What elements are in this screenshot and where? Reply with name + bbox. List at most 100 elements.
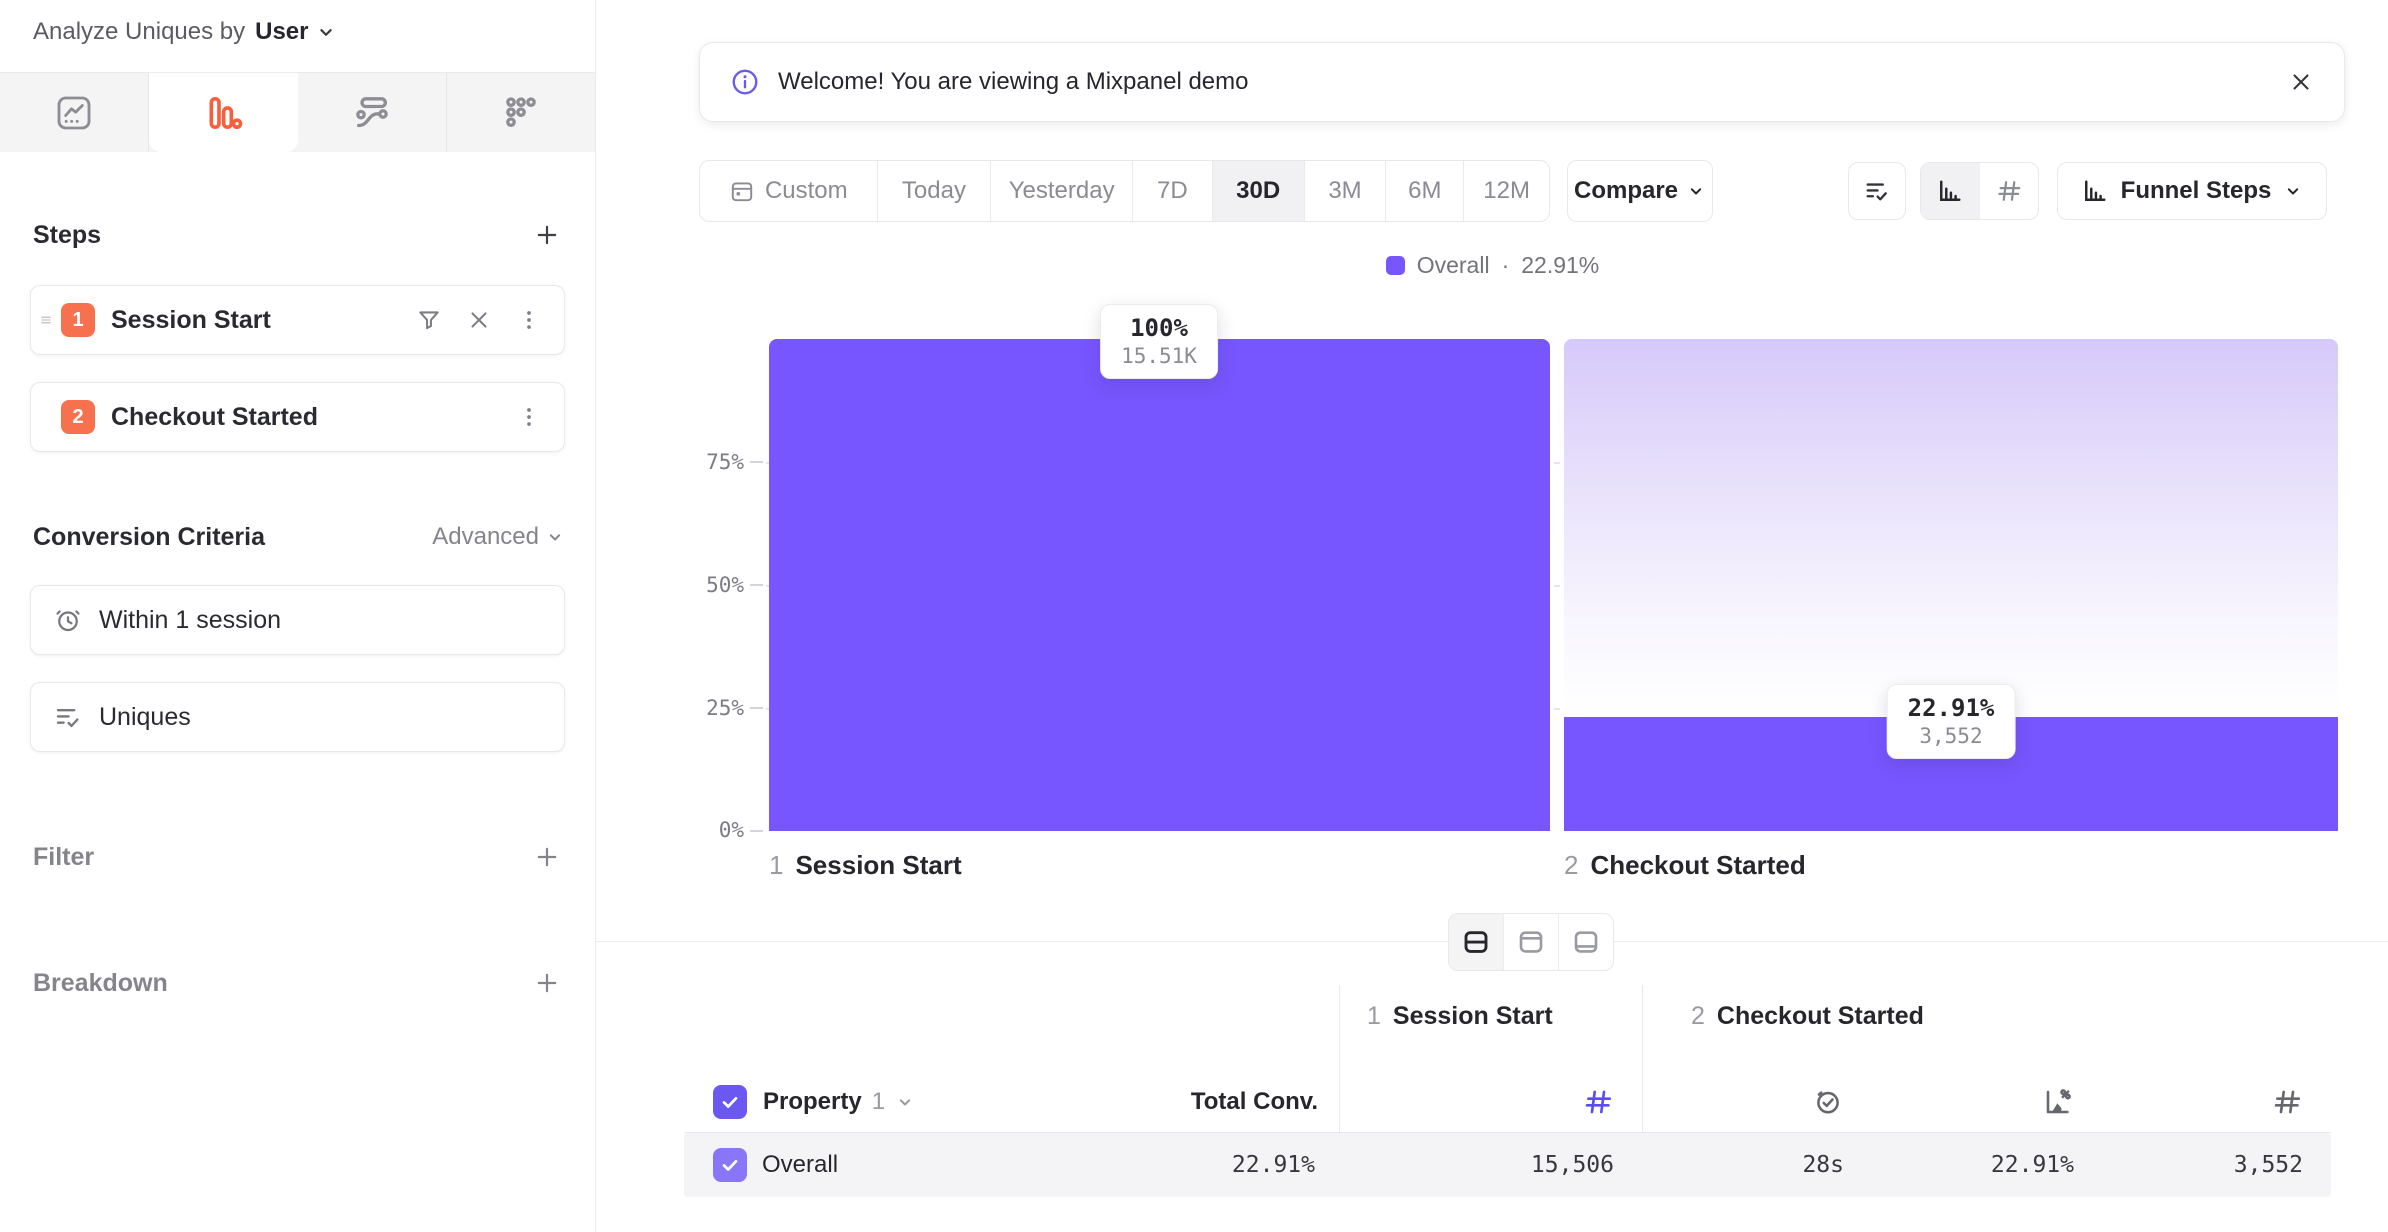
advanced-dropdown[interactable]: Advanced xyxy=(432,523,565,551)
counting-method-label: Uniques xyxy=(99,702,191,731)
range-yesterday[interactable]: Yesterday xyxy=(991,161,1133,221)
group-name: Session Start xyxy=(1392,1002,1553,1030)
y-axis-tick-mark xyxy=(750,707,763,709)
table-column-divider xyxy=(1339,985,1340,1197)
step-number-badge: 1 xyxy=(61,303,95,337)
conversion-rate-icon[interactable] xyxy=(2042,1086,2074,1118)
retention-icon xyxy=(501,93,541,133)
step-label: Checkout Started xyxy=(111,402,318,431)
funnel-steps-dropdown[interactable]: Funnel Steps xyxy=(2057,162,2327,220)
bar-checkout-started[interactable] xyxy=(1564,717,2338,831)
row-checkbox[interactable] xyxy=(713,1148,747,1182)
legend-swatch xyxy=(1385,256,1405,275)
property-index: 1 xyxy=(871,1088,886,1115)
bar-checkout-dropoff xyxy=(1564,339,2338,718)
range-label: Yesterday xyxy=(1008,177,1115,204)
conversion-criteria-title: Conversion Criteria xyxy=(33,522,266,551)
tooltip-session-start: 100% 15.51K xyxy=(1100,304,1218,379)
uniques-icon xyxy=(53,702,83,732)
conversion-window-card[interactable]: Within 1 session xyxy=(30,585,565,655)
toggle-numbers[interactable] xyxy=(1980,163,2039,219)
conversion-window-label: Within 1 session xyxy=(99,605,282,634)
cell-conv-rate: 22.91% xyxy=(1990,1152,2074,1178)
range-7d[interactable]: 7D xyxy=(1133,161,1213,221)
range-12m[interactable]: 12M xyxy=(1464,161,1549,221)
range-30d[interactable]: 30D xyxy=(1212,161,1305,221)
layout-top-icon xyxy=(1516,927,1546,957)
tab-insights[interactable] xyxy=(0,73,150,152)
table-group-session-start: 1 Session Start xyxy=(1367,1002,1553,1031)
step-card-1[interactable]: 1 Session Start xyxy=(30,285,565,355)
add-filter-button[interactable] xyxy=(529,839,565,875)
y-axis-tick-mark xyxy=(750,461,763,463)
step-menu-icon[interactable] xyxy=(516,404,542,430)
drag-handle-icon[interactable] xyxy=(38,312,54,328)
filter-step-icon[interactable] xyxy=(416,307,442,333)
range-label: 7D xyxy=(1157,177,1188,204)
chart-type-toggle xyxy=(1920,162,2039,220)
step-name: Checkout Started xyxy=(1590,850,1806,880)
layout-split-view[interactable] xyxy=(1449,914,1504,970)
range-6m[interactable]: 6M xyxy=(1386,161,1465,221)
filter-header: Filter xyxy=(33,832,565,882)
remove-step-icon[interactable] xyxy=(466,307,492,333)
tooltip-percent: 100% xyxy=(1130,314,1188,342)
plus-icon xyxy=(533,969,561,997)
tab-flows[interactable] xyxy=(298,73,447,152)
bar-chart-icon xyxy=(1936,177,1964,205)
filter-title: Filter xyxy=(33,842,95,871)
table-row-divider xyxy=(684,1132,2331,1133)
range-today[interactable]: Today xyxy=(878,161,992,221)
property-dropdown[interactable]: Property 1 xyxy=(763,1072,915,1132)
breakdown-title: Breakdown xyxy=(33,968,168,997)
main-panel: Welcome! You are viewing a Mixpanel demo… xyxy=(595,0,2388,1232)
compare-button[interactable]: Compare xyxy=(1567,160,1713,222)
toolbar: Custom Today Yesterday 7D 30D 3M 6M 12M … xyxy=(596,160,2388,222)
table-group-checkout-started: 2 Checkout Started xyxy=(1691,1002,1924,1031)
y-axis-tick: 0% xyxy=(718,818,744,842)
chevron-down-icon xyxy=(2283,181,2303,201)
analyze-by-row: Analyze Uniques by User xyxy=(33,8,337,56)
hash-icon-selected[interactable] xyxy=(1582,1086,1614,1118)
toggle-bar-chart[interactable] xyxy=(1921,163,1980,219)
range-custom[interactable]: Custom xyxy=(700,161,878,221)
table-row-overall[interactable]: Overall 22.91% 15,506 28s 22.91% 3,552 xyxy=(684,1133,2331,1197)
hash-icon xyxy=(1995,177,2023,205)
banner-close-button[interactable] xyxy=(2288,69,2314,95)
time-to-convert-icon[interactable] xyxy=(1812,1086,1844,1118)
chevron-down-icon xyxy=(895,1092,915,1112)
analyze-by-dropdown[interactable]: User xyxy=(255,18,336,46)
tooltip-count: 15.51K xyxy=(1121,344,1197,368)
tab-retention[interactable] xyxy=(447,73,595,152)
counting-method-card[interactable]: Uniques xyxy=(30,682,565,752)
step-menu-icon[interactable] xyxy=(516,307,542,333)
gridline-75 xyxy=(766,462,2338,464)
date-range-control: Custom Today Yesterday 7D 30D 3M 6M 12M xyxy=(699,160,1550,222)
breakdown-header: Breakdown xyxy=(33,958,565,1008)
step-name: Session Start xyxy=(795,850,962,880)
step-card-2[interactable]: 2 Checkout Started xyxy=(30,382,565,452)
hash-icon[interactable] xyxy=(2271,1086,2303,1118)
tooltip-count: 3,552 xyxy=(1919,724,1983,748)
analyze-by-label: Analyze Uniques by xyxy=(33,18,246,45)
step-label: Session Start xyxy=(111,305,271,334)
layout-table-view[interactable] xyxy=(1559,914,1613,970)
metrics-list-button[interactable] xyxy=(1848,162,1906,220)
chevron-down-icon xyxy=(545,527,565,547)
gridline-25 xyxy=(766,708,2338,710)
y-axis-tick: 75% xyxy=(706,450,744,474)
analyze-by-value: User xyxy=(255,18,309,45)
add-breakdown-button[interactable] xyxy=(529,965,565,1001)
add-step-button[interactable] xyxy=(529,217,565,253)
bar-session-start[interactable] xyxy=(769,339,1550,831)
tab-funnels[interactable] xyxy=(149,73,298,152)
select-all-checkbox[interactable] xyxy=(713,1085,747,1119)
range-3m[interactable]: 3M xyxy=(1305,161,1387,221)
step-number: 1 xyxy=(769,850,784,880)
compare-label: Compare xyxy=(1573,177,1679,204)
layout-chart-view[interactable] xyxy=(1504,914,1559,970)
x-axis-label-session-start: 1 Session Start xyxy=(769,850,962,881)
close-icon xyxy=(2288,69,2314,95)
step-actions xyxy=(516,404,542,430)
